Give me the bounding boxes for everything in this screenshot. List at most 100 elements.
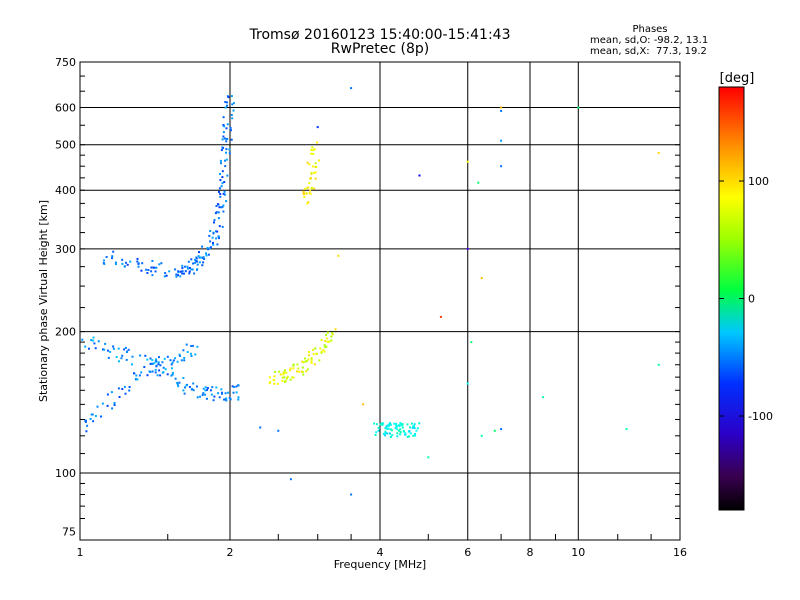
scatter-point xyxy=(171,371,174,374)
scatter-point xyxy=(103,259,105,262)
scatter-point xyxy=(389,432,391,435)
scatter-point xyxy=(183,359,186,362)
scatter-point xyxy=(181,272,184,275)
scatter-point xyxy=(232,109,235,112)
scatter-point xyxy=(395,428,398,431)
scatter-point xyxy=(149,362,152,365)
scatter-point xyxy=(310,357,313,360)
scatter-point xyxy=(213,221,215,224)
scatter-point xyxy=(150,270,153,273)
x-tick-label: 16 xyxy=(673,546,687,559)
scatter-point xyxy=(225,148,228,151)
scatter-point xyxy=(128,386,131,388)
scatter-point xyxy=(172,359,175,362)
scatter-point xyxy=(225,397,228,400)
scatter-point xyxy=(389,423,392,426)
scatter-point xyxy=(192,382,195,385)
scatter-point xyxy=(301,366,304,369)
scatter-point xyxy=(283,371,286,374)
scatter-point xyxy=(657,152,660,154)
scatter-point xyxy=(111,257,113,260)
scatter-point xyxy=(312,353,315,356)
scatter-point xyxy=(401,426,404,429)
scatter-point xyxy=(208,247,211,250)
scatter-point xyxy=(164,368,167,371)
scatter-point xyxy=(192,262,195,265)
scatter-point xyxy=(190,355,193,357)
scatter-point xyxy=(289,378,292,381)
scatter-point xyxy=(310,362,313,364)
scatter-point xyxy=(466,382,469,385)
scatter-point xyxy=(161,361,164,364)
scatter-point xyxy=(215,205,218,207)
scatter-point xyxy=(412,425,415,428)
scatter-point xyxy=(296,363,299,366)
scatter-point xyxy=(320,350,323,353)
scatter-point xyxy=(144,354,147,357)
scatter-point xyxy=(325,345,328,348)
scatter-point xyxy=(228,148,231,151)
scatter-point xyxy=(166,373,169,376)
scatter-point xyxy=(374,434,377,436)
scatter-point xyxy=(92,339,95,342)
scatter-point xyxy=(362,403,365,406)
scatter-point xyxy=(379,423,382,426)
scatter-point xyxy=(222,116,225,119)
scatter-point xyxy=(259,426,262,429)
scatter-point xyxy=(384,427,387,430)
scatter-point xyxy=(399,433,402,436)
scatter-point xyxy=(302,193,305,195)
scatter-point xyxy=(164,272,167,275)
scatter-point xyxy=(106,393,109,396)
scatter-point xyxy=(237,396,240,399)
scatter-point xyxy=(286,375,289,378)
scatter-point xyxy=(104,342,107,345)
scatter-point xyxy=(292,376,295,379)
scatter-point xyxy=(203,258,206,260)
scatter-point xyxy=(94,347,97,350)
scatter-point xyxy=(146,358,149,361)
scatter-point xyxy=(279,373,282,376)
scatter-point xyxy=(401,423,404,426)
scatter-point xyxy=(89,418,92,420)
scatter-point xyxy=(217,203,219,206)
scatter-point xyxy=(184,386,186,389)
scatter-point xyxy=(384,430,387,433)
scatter-point xyxy=(141,262,144,265)
scatter-point xyxy=(278,370,281,373)
scatter-point xyxy=(182,377,185,379)
scatter-point xyxy=(188,270,191,273)
scatter-point xyxy=(219,193,222,195)
scatter-point xyxy=(124,346,127,349)
scatter-point xyxy=(201,245,204,248)
scatter-point xyxy=(411,426,414,429)
scatter-point xyxy=(178,381,181,384)
scatter-point xyxy=(305,360,308,363)
scatter-point xyxy=(318,359,321,362)
scatter-point xyxy=(196,268,198,271)
scatter-point xyxy=(156,374,159,377)
scatter-point xyxy=(283,380,286,383)
y-tick-label: 400 xyxy=(55,184,76,197)
scatter-point xyxy=(215,211,218,214)
colorbar: [deg] 100 0 -100 xyxy=(718,71,773,511)
scatter-point xyxy=(393,422,396,425)
scatter-point xyxy=(218,190,220,193)
scatter-point xyxy=(331,332,334,335)
scatter-point xyxy=(205,252,207,255)
scatter-point xyxy=(235,391,238,394)
scatter-point xyxy=(394,427,397,429)
scatter-point xyxy=(625,428,628,431)
scatter-point xyxy=(207,253,210,256)
scatter-point xyxy=(198,261,201,264)
scatter-point xyxy=(313,148,316,151)
scatter-point xyxy=(171,373,174,376)
y-tick-label: 300 xyxy=(55,243,76,256)
scatter-point xyxy=(159,374,162,377)
scatter-point xyxy=(500,165,503,168)
scatter-point xyxy=(282,373,285,376)
scatter-point xyxy=(226,104,228,107)
scatter-point xyxy=(316,141,319,144)
scatter-point xyxy=(135,374,138,377)
scatter-point xyxy=(399,428,402,431)
